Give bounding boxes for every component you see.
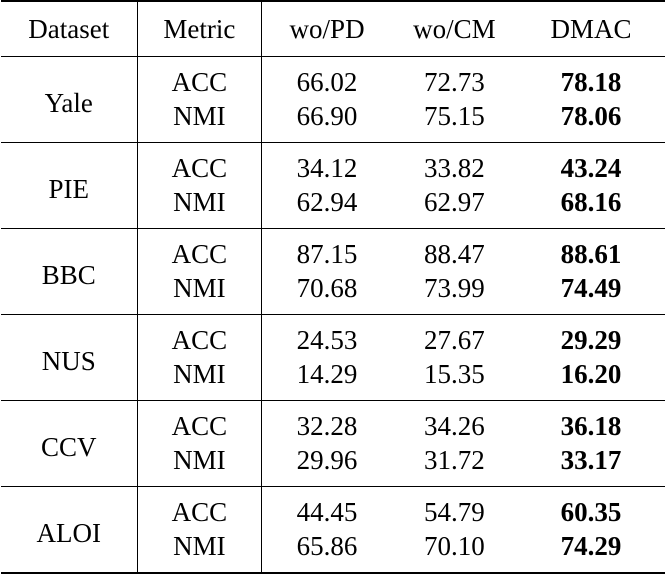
header-wo-cm: wo/CM	[413, 13, 496, 44]
header-metric: Metric	[137, 1, 263, 57]
metric-cell: NMI	[137, 357, 263, 401]
table-row: NMI 66.90 75.15 78.06	[1, 99, 665, 143]
wo-cm-cell: 15.35	[424, 358, 485, 389]
header-row: Dataset Metric wo/PD wo/CM DMAC	[1, 1, 665, 57]
table-row: ALOI ACC 44.45 54.79 60.35	[1, 486, 665, 573]
metric-cell: ACC	[137, 56, 263, 99]
wo-cm-cell: 31.72	[424, 444, 485, 475]
wo-pd-cell: 87.15	[296, 238, 358, 269]
dmac-cell: 33.17	[560, 444, 622, 475]
metric-cell: ACC	[137, 486, 263, 529]
metric-cell: NMI	[137, 443, 263, 487]
wo-pd-cell: 44.45	[296, 496, 358, 527]
table-row: NMI 62.94 62.97 68.16	[1, 185, 665, 229]
wo-cm-cell: 27.67	[424, 324, 485, 355]
header-dataset: Dataset	[1, 1, 138, 57]
dmac-cell: 74.49	[560, 272, 622, 303]
table-row: NMI 65.86 70.10 74.29	[1, 529, 665, 573]
dmac-cell: 68.16	[560, 186, 622, 217]
wo-pd-cell: 65.86	[296, 530, 358, 561]
dmac-cell: 74.29	[560, 530, 622, 561]
dataset-group: PIE ACC 34.12 33.82 43.24 NMI 62.94 62.97 68.16	[1, 142, 665, 229]
dataset-name: CCV	[1, 400, 138, 487]
header-wo-pd: wo/PD	[289, 13, 365, 44]
dataset-group: ALOI ACC 44.45 54.79 60.35 NMI 65.86 70.10 74.29	[1, 486, 665, 573]
dmac-cell: 60.35	[560, 496, 622, 527]
metric-cell: NMI	[137, 185, 263, 229]
dmac-cell: 36.18	[560, 410, 622, 441]
dmac-cell: 16.20	[560, 358, 622, 389]
metric-cell: ACC	[137, 314, 263, 357]
wo-pd-cell: 32.28	[296, 410, 358, 441]
wo-cm-cell: 75.15	[424, 100, 485, 131]
dataset-group: Yale ACC 66.02 72.73 78.18 NMI 66.90 75.15 78.06	[1, 56, 665, 143]
header-dmac: DMAC	[550, 13, 632, 44]
dataset-group: BBC ACC 87.15 88.47 88.61 NMI 70.68 73.99 74.49	[1, 228, 665, 315]
table-row: NMI 29.96 31.72 33.17	[1, 443, 665, 487]
dataset-name: BBC	[1, 228, 138, 315]
dmac-cell: 43.24	[560, 152, 622, 183]
dataset-name: ALOI	[1, 486, 138, 573]
wo-cm-cell: 72.73	[424, 66, 485, 97]
wo-pd-cell: 34.12	[296, 152, 358, 183]
wo-cm-cell: 54.79	[424, 496, 485, 527]
metric-cell: ACC	[137, 142, 263, 185]
wo-pd-cell: 14.29	[296, 358, 358, 389]
metric-cell: NMI	[137, 529, 263, 573]
dataset-name: NUS	[1, 314, 138, 401]
table-row: NUS ACC 24.53 27.67 29.29	[1, 314, 665, 401]
wo-pd-cell: 62.94	[296, 186, 358, 217]
metric-cell: ACC	[137, 400, 263, 443]
wo-cm-cell: 33.82	[424, 152, 485, 183]
dataset-group: CCV ACC 32.28 34.26 36.18 NMI 29.96 31.72 33.17	[1, 400, 665, 487]
dmac-cell: 29.29	[560, 324, 622, 355]
dataset-name: Yale	[1, 56, 138, 143]
wo-cm-cell: 88.47	[424, 238, 485, 269]
dmac-cell: 88.61	[560, 238, 622, 269]
dataset-name: PIE	[1, 142, 138, 229]
wo-cm-cell: 34.26	[424, 410, 485, 441]
table-row: Yale ACC 66.02 72.73 78.18	[1, 56, 665, 143]
wo-pd-cell: 29.96	[296, 444, 358, 475]
table-row: PIE ACC 34.12 33.82 43.24	[1, 142, 665, 229]
table-row: BBC ACC 87.15 88.47 88.61	[1, 228, 665, 315]
dmac-cell: 78.18	[560, 66, 622, 97]
wo-pd-cell: 66.90	[296, 100, 358, 131]
table-row: CCV ACC 32.28 34.26 36.18	[1, 400, 665, 487]
wo-cm-cell: 70.10	[424, 530, 485, 561]
dmac-cell: 78.06	[560, 100, 622, 131]
wo-cm-cell: 73.99	[424, 272, 485, 303]
dataset-group: NUS ACC 24.53 27.67 29.29 NMI 14.29 15.35 16.20	[1, 314, 665, 401]
table-row: NMI 14.29 15.35 16.20	[1, 357, 665, 401]
metric-cell: ACC	[137, 228, 263, 271]
wo-pd-cell: 24.53	[296, 324, 358, 355]
wo-pd-cell: 66.02	[296, 66, 358, 97]
table-row: NMI 70.68 73.99 74.49	[1, 271, 665, 315]
wo-cm-cell: 62.97	[424, 186, 485, 217]
wo-pd-cell: 70.68	[296, 272, 358, 303]
metric-cell: NMI	[137, 271, 263, 315]
metric-cell: NMI	[137, 99, 263, 143]
